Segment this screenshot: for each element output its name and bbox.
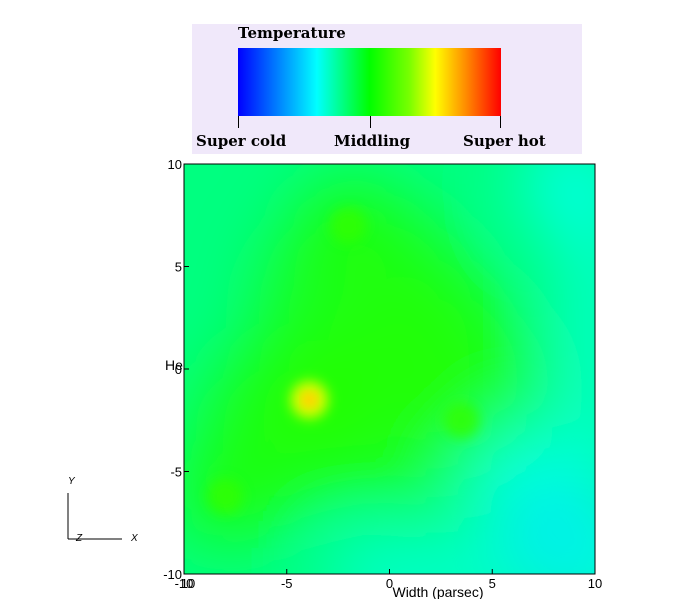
x-axis-title: Width (parsec) [392,584,483,599]
cool-band-bottom [334,544,595,574]
hotspot-core-1 [330,207,367,244]
colorbar-label-low: Super cold [196,132,287,150]
hotspot-core-3 [207,478,244,515]
colorbar-tick-low [238,116,239,128]
colorbar-label-high: Super hot [463,132,546,150]
colorbar-title: Temperature [238,24,346,42]
x-tick-label-0: -10 [175,576,194,591]
triad-x-label: X [130,533,138,544]
colorbar-tick-mid [370,116,371,128]
cool-band-right [565,164,595,574]
axis-triad: Y Z X [67,476,138,544]
y-axis-title: He [165,357,183,373]
y-tick-label-2: 0 [175,362,182,377]
colorbar-tick-high [500,116,501,128]
y-tick-label-1: -5 [170,465,182,480]
y-tick-label-0: -10 [163,567,182,582]
x-tick-label-1: -5 [281,576,293,591]
heatmap-field [184,164,595,574]
x-tick-label-3: 5 [489,576,496,591]
x-tick-label-overlap-0: 10 [181,576,195,591]
hotspot-core-2 [443,402,480,439]
x-tick-label-4: 10 [588,576,602,591]
x-tick-label-2: 0 [386,576,393,591]
triad-z-label: Z [75,533,83,544]
triad-y-label: Y [68,476,76,487]
y-tick-label-4: 10 [168,157,182,172]
colorbar-label-mid: Middling [334,132,411,150]
hotspot-core-0 [304,394,315,405]
colorbar-gradient [238,48,501,116]
y-tick-label-3: 5 [175,260,182,275]
colorbar-legend: Temperature Super cold Middling Super ho… [192,24,582,154]
